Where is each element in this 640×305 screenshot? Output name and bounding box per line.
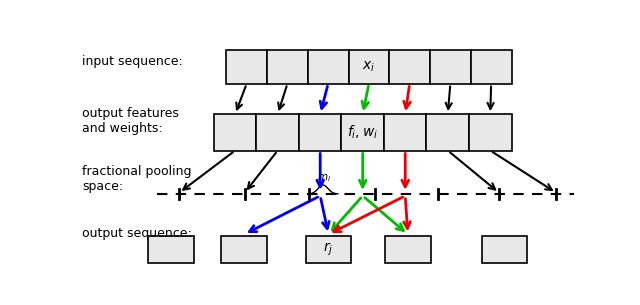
FancyBboxPatch shape: [349, 49, 389, 84]
FancyBboxPatch shape: [385, 235, 431, 263]
Text: $r_j$: $r_j$: [323, 240, 333, 258]
FancyBboxPatch shape: [267, 49, 308, 84]
FancyBboxPatch shape: [389, 49, 430, 84]
FancyBboxPatch shape: [221, 235, 267, 263]
FancyBboxPatch shape: [227, 49, 267, 84]
Text: $m_i$: $m_i$: [317, 172, 331, 184]
FancyBboxPatch shape: [426, 114, 469, 150]
FancyBboxPatch shape: [430, 49, 471, 84]
Text: output sequence:: output sequence:: [83, 227, 192, 240]
FancyBboxPatch shape: [469, 114, 511, 150]
FancyBboxPatch shape: [214, 114, 257, 150]
FancyBboxPatch shape: [148, 235, 194, 263]
Text: $f_i,w_i$: $f_i,w_i$: [347, 124, 378, 141]
Text: input sequence:: input sequence:: [83, 55, 183, 68]
FancyBboxPatch shape: [384, 114, 426, 150]
FancyBboxPatch shape: [308, 49, 349, 84]
Text: output features
and weights:: output features and weights:: [83, 107, 179, 135]
FancyBboxPatch shape: [482, 235, 527, 263]
FancyBboxPatch shape: [299, 114, 342, 150]
Text: fractional pooling
space:: fractional pooling space:: [83, 165, 192, 193]
Text: $x_i$: $x_i$: [362, 59, 376, 74]
FancyBboxPatch shape: [471, 49, 511, 84]
FancyBboxPatch shape: [257, 114, 299, 150]
FancyBboxPatch shape: [306, 235, 351, 263]
FancyBboxPatch shape: [342, 114, 384, 150]
